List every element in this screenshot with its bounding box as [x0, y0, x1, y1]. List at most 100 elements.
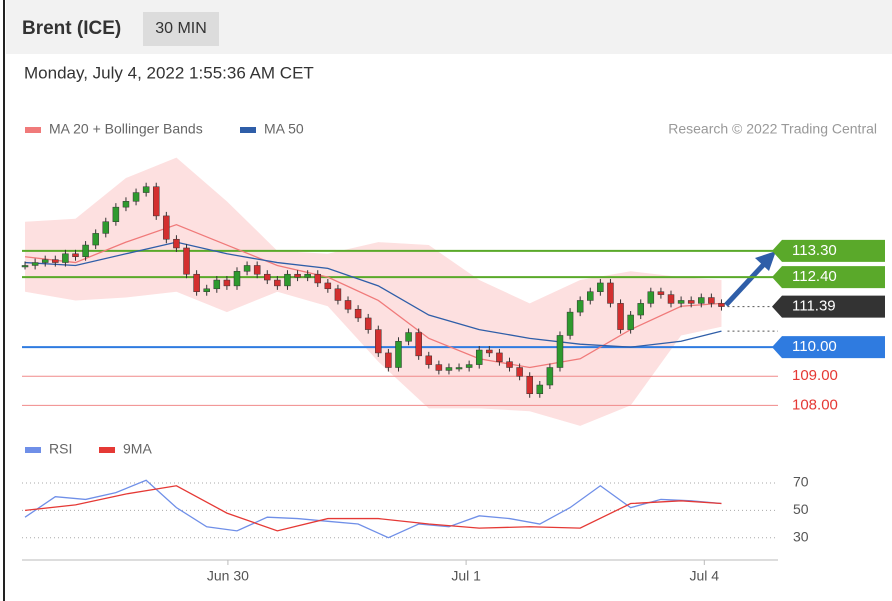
- candle: [465, 364, 473, 368]
- candle: [587, 291, 594, 301]
- candle: [203, 288, 210, 292]
- candle: [284, 273, 291, 287]
- candle: [62, 253, 69, 263]
- candle: [31, 262, 39, 266]
- timestamp: Monday, July 4, 2022 1:55:36 AM CET: [24, 63, 314, 82]
- candle: [233, 271, 241, 287]
- x-tick-label: Jul 1: [451, 568, 481, 584]
- legend-swatch: [25, 447, 41, 453]
- level-tag: [772, 239, 885, 262]
- candle: [576, 300, 584, 313]
- level-label: 113.30: [792, 242, 837, 259]
- candle: [708, 297, 715, 304]
- header-bar: [6, 0, 892, 54]
- candle: [667, 294, 675, 304]
- candle: [405, 332, 412, 342]
- ma-line: [24, 223, 722, 369]
- level-tag: [772, 336, 885, 359]
- bollinger-band: [25, 157, 722, 426]
- candle: [223, 279, 231, 287]
- level-label: 111.39: [792, 298, 836, 315]
- y-tick-label: 70: [793, 474, 809, 490]
- candle: [253, 265, 261, 275]
- candle: [415, 332, 422, 357]
- candle: [385, 352, 392, 368]
- candle: [486, 349, 493, 354]
- candle: [314, 273, 321, 284]
- candle: [41, 259, 49, 263]
- level-tag: [772, 266, 885, 289]
- candle: [364, 317, 372, 330]
- arrow: [724, 260, 768, 307]
- title: Brent (ICE): [22, 18, 121, 39]
- level-tag: [772, 295, 885, 318]
- candle: [304, 273, 311, 278]
- candle: [607, 282, 614, 304]
- candle: [243, 265, 251, 272]
- candle: [496, 352, 503, 362]
- y-tick-label: 30: [793, 528, 809, 544]
- candle: [597, 282, 604, 292]
- candle: [142, 186, 150, 193]
- candle: [274, 279, 281, 287]
- legend-swatch: [240, 127, 256, 133]
- y-tick-label: 50: [793, 501, 809, 517]
- candle: [163, 215, 170, 240]
- timeframe[interactable]: 30 MIN: [155, 20, 207, 37]
- legend-label: RSI: [49, 441, 72, 457]
- candle: [294, 273, 301, 278]
- legend-label: MA 20 + Bollinger Bands: [49, 121, 203, 137]
- candle: [152, 186, 160, 217]
- candle: [435, 364, 443, 371]
- timeframe-box[interactable]: [143, 12, 219, 46]
- candle: [475, 349, 483, 365]
- candle: [82, 244, 89, 257]
- candle: [92, 233, 99, 246]
- level-label: 109.00: [792, 367, 838, 384]
- ma-line: [24, 241, 722, 348]
- candle: [72, 253, 79, 257]
- candle: [546, 367, 554, 386]
- legend-label: MA 50: [264, 121, 304, 137]
- candle: [324, 282, 332, 290]
- candle: [344, 300, 352, 310]
- indicator-line: [24, 479, 722, 539]
- legend-label: 9MA: [123, 441, 152, 457]
- candle: [647, 291, 655, 304]
- level-label: 112.40: [792, 268, 837, 285]
- candle: [637, 303, 644, 316]
- candle: [536, 384, 544, 395]
- level-label: 110.00: [792, 338, 837, 355]
- candle: [617, 303, 624, 330]
- candle: [183, 247, 190, 275]
- x-tick-label: Jul 4: [690, 568, 720, 584]
- legend-swatch: [25, 127, 41, 133]
- candle: [102, 221, 110, 234]
- candle: [556, 335, 564, 368]
- candle: [698, 297, 705, 304]
- candle: [506, 361, 513, 368]
- source: Research © 2022 Trading Central: [668, 121, 877, 137]
- candle: [526, 376, 533, 395]
- candle: [21, 265, 29, 268]
- candle: [52, 259, 59, 263]
- candle: [455, 367, 463, 370]
- arrow-head: [755, 251, 776, 271]
- candle: [173, 238, 180, 249]
- candle: [657, 291, 665, 295]
- candle: [354, 308, 362, 319]
- candle: [566, 311, 574, 336]
- candle: [334, 288, 342, 301]
- candle: [122, 201, 130, 208]
- candle: [718, 303, 725, 307]
- candle: [112, 206, 120, 222]
- candle: [627, 314, 634, 330]
- candle: [375, 329, 382, 354]
- candle: [677, 300, 685, 304]
- candle: [264, 273, 271, 281]
- level-label: 108.00: [792, 396, 838, 413]
- legend-swatch: [99, 447, 115, 453]
- candle: [132, 192, 140, 202]
